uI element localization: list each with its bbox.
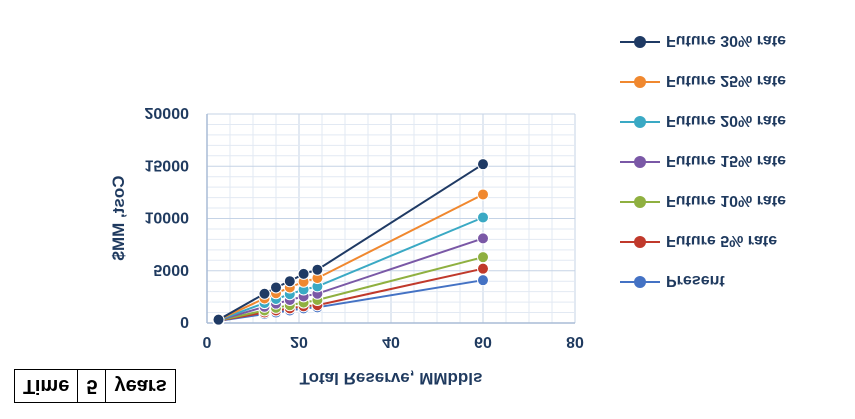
legend-marker xyxy=(634,276,646,288)
legend-marker xyxy=(634,76,646,88)
data-point xyxy=(258,287,271,300)
x-tick-label: 60 xyxy=(474,333,492,350)
legend-item: Future 30% rate xyxy=(620,32,786,49)
data-point xyxy=(477,251,489,264)
legend-item: Future 20% rate xyxy=(620,112,786,129)
legend-label: Present xyxy=(666,272,725,289)
table-cell-time: Time xyxy=(14,369,78,403)
data-point xyxy=(270,281,282,294)
legend-item: Present xyxy=(620,272,725,289)
data-point xyxy=(477,188,489,201)
legend-marker xyxy=(634,236,646,248)
x-axis-title: Total Reserve, MMbbls xyxy=(300,369,483,388)
legend-label: Future 10% rate xyxy=(666,192,786,209)
data-point xyxy=(297,267,310,280)
x-tick-label: 0 xyxy=(203,333,212,350)
y-tick-label: 10000 xyxy=(145,209,190,226)
table-cell-value: 5 xyxy=(77,369,106,403)
data-point xyxy=(477,232,489,245)
legend-label: Future 25% rate xyxy=(666,72,786,89)
x-tick-label: 80 xyxy=(566,333,584,350)
legend-item: Future 5% rate xyxy=(620,232,777,249)
legend-label: Future 20% rate xyxy=(666,112,786,129)
y-axis-title: Cost, MM$ xyxy=(109,176,128,262)
x-tick-label: 40 xyxy=(382,333,400,350)
legend-marker xyxy=(634,156,646,168)
y-tick-label: 15000 xyxy=(145,156,190,173)
series-group xyxy=(212,158,489,326)
table-row: Time 5 years xyxy=(14,369,176,403)
legend-item: Future 10% rate xyxy=(620,192,786,209)
x-tick-label: 20 xyxy=(290,333,308,350)
y-tick-label: 20000 xyxy=(145,104,190,121)
data-point xyxy=(212,313,225,326)
data-point xyxy=(477,158,489,171)
legend-marker xyxy=(634,196,646,208)
data-point xyxy=(477,262,489,275)
data-point xyxy=(477,211,489,224)
y-tick-label: 0 xyxy=(180,313,189,330)
table-cell-unit: years xyxy=(105,369,176,403)
data-point xyxy=(283,275,296,288)
legend-label: Future 30% rate xyxy=(666,32,786,49)
y-tick-label: 5000 xyxy=(153,261,189,278)
legend-item: Future 15% rate xyxy=(620,152,786,169)
legend-marker xyxy=(634,36,646,48)
legend-label: Future 15% rate xyxy=(666,152,786,169)
legend-item: Future 25% rate xyxy=(620,72,786,89)
info-table: Time 5 years xyxy=(14,369,176,403)
legend-marker xyxy=(634,116,646,128)
legend-label: Future 5% rate xyxy=(666,232,777,249)
data-point xyxy=(311,263,324,276)
data-point xyxy=(477,274,489,287)
